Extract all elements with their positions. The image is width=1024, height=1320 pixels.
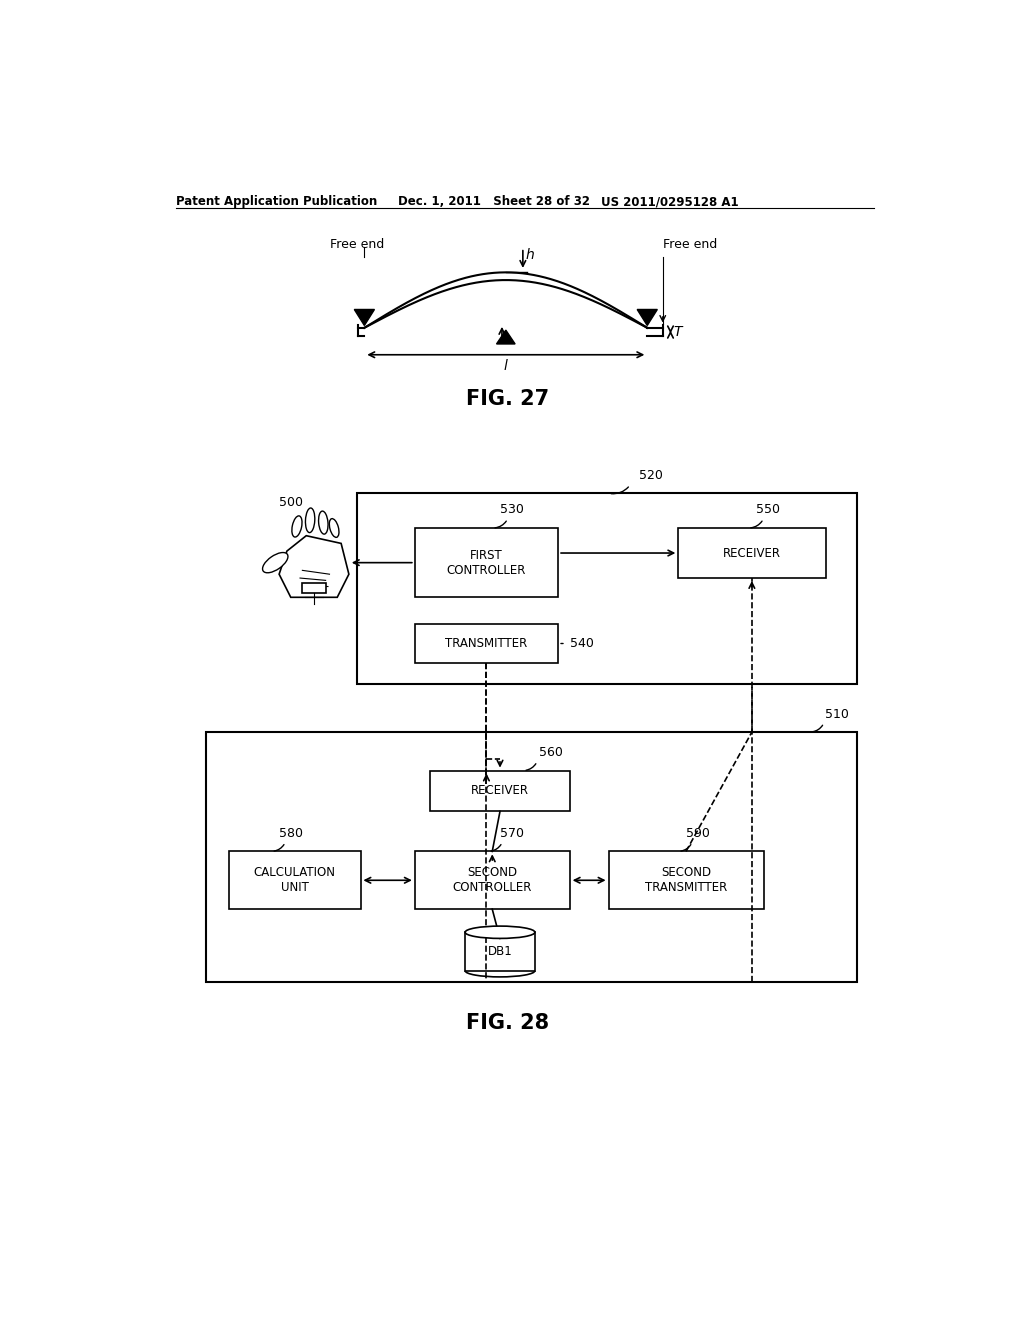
Text: DB1: DB1	[487, 945, 512, 958]
Text: RECEIVER: RECEIVER	[471, 784, 529, 797]
Text: 500: 500	[280, 496, 303, 508]
Text: US 2011/0295128 A1: US 2011/0295128 A1	[601, 195, 738, 209]
Text: 510: 510	[825, 708, 849, 721]
Bar	[608, 851, 764, 909]
Text: RECEIVER: RECEIVER	[723, 546, 781, 560]
Text: Free end: Free end	[330, 238, 384, 251]
Text: 530: 530	[500, 503, 524, 516]
Text: h: h	[526, 248, 535, 263]
Bar	[302, 582, 326, 594]
Text: FIG. 27: FIG. 27	[466, 389, 549, 409]
Text: 520: 520	[640, 469, 664, 482]
Text: 590: 590	[686, 826, 710, 840]
Ellipse shape	[465, 927, 535, 939]
Text: Patent Application Publication: Patent Application Publication	[176, 195, 377, 209]
Bar	[415, 528, 558, 598]
Bar	[415, 624, 558, 663]
Text: 560: 560	[539, 746, 562, 759]
Ellipse shape	[318, 511, 328, 535]
Text: 570: 570	[500, 826, 524, 840]
Text: 540: 540	[569, 638, 594, 649]
Text: Free end: Free end	[663, 238, 717, 251]
Bar	[415, 851, 569, 909]
Polygon shape	[354, 309, 375, 326]
Ellipse shape	[262, 553, 288, 573]
Text: SECOND
TRANSMITTER: SECOND TRANSMITTER	[645, 866, 727, 894]
Bar	[206, 733, 856, 982]
Polygon shape	[497, 330, 515, 345]
Bar	[430, 771, 569, 812]
Text: 550: 550	[756, 503, 779, 516]
Bar	[465, 932, 535, 970]
Text: l: l	[504, 359, 508, 374]
Ellipse shape	[292, 516, 302, 537]
Bar	[356, 494, 856, 684]
Text: 580: 580	[280, 826, 303, 840]
Text: SECOND
CONTROLLER: SECOND CONTROLLER	[453, 866, 531, 894]
Text: CALCULATION
UNIT: CALCULATION UNIT	[254, 866, 336, 894]
Text: TRANSMITTER: TRANSMITTER	[445, 638, 527, 649]
Ellipse shape	[330, 519, 339, 537]
Text: FIG. 28: FIG. 28	[466, 1014, 549, 1034]
Polygon shape	[637, 309, 657, 326]
Ellipse shape	[305, 508, 314, 532]
Text: Dec. 1, 2011   Sheet 28 of 32: Dec. 1, 2011 Sheet 28 of 32	[397, 195, 590, 209]
Text: FIRST
CONTROLLER: FIRST CONTROLLER	[446, 549, 526, 577]
Text: T: T	[674, 325, 682, 339]
Bar	[228, 851, 360, 909]
Bar	[678, 528, 825, 578]
